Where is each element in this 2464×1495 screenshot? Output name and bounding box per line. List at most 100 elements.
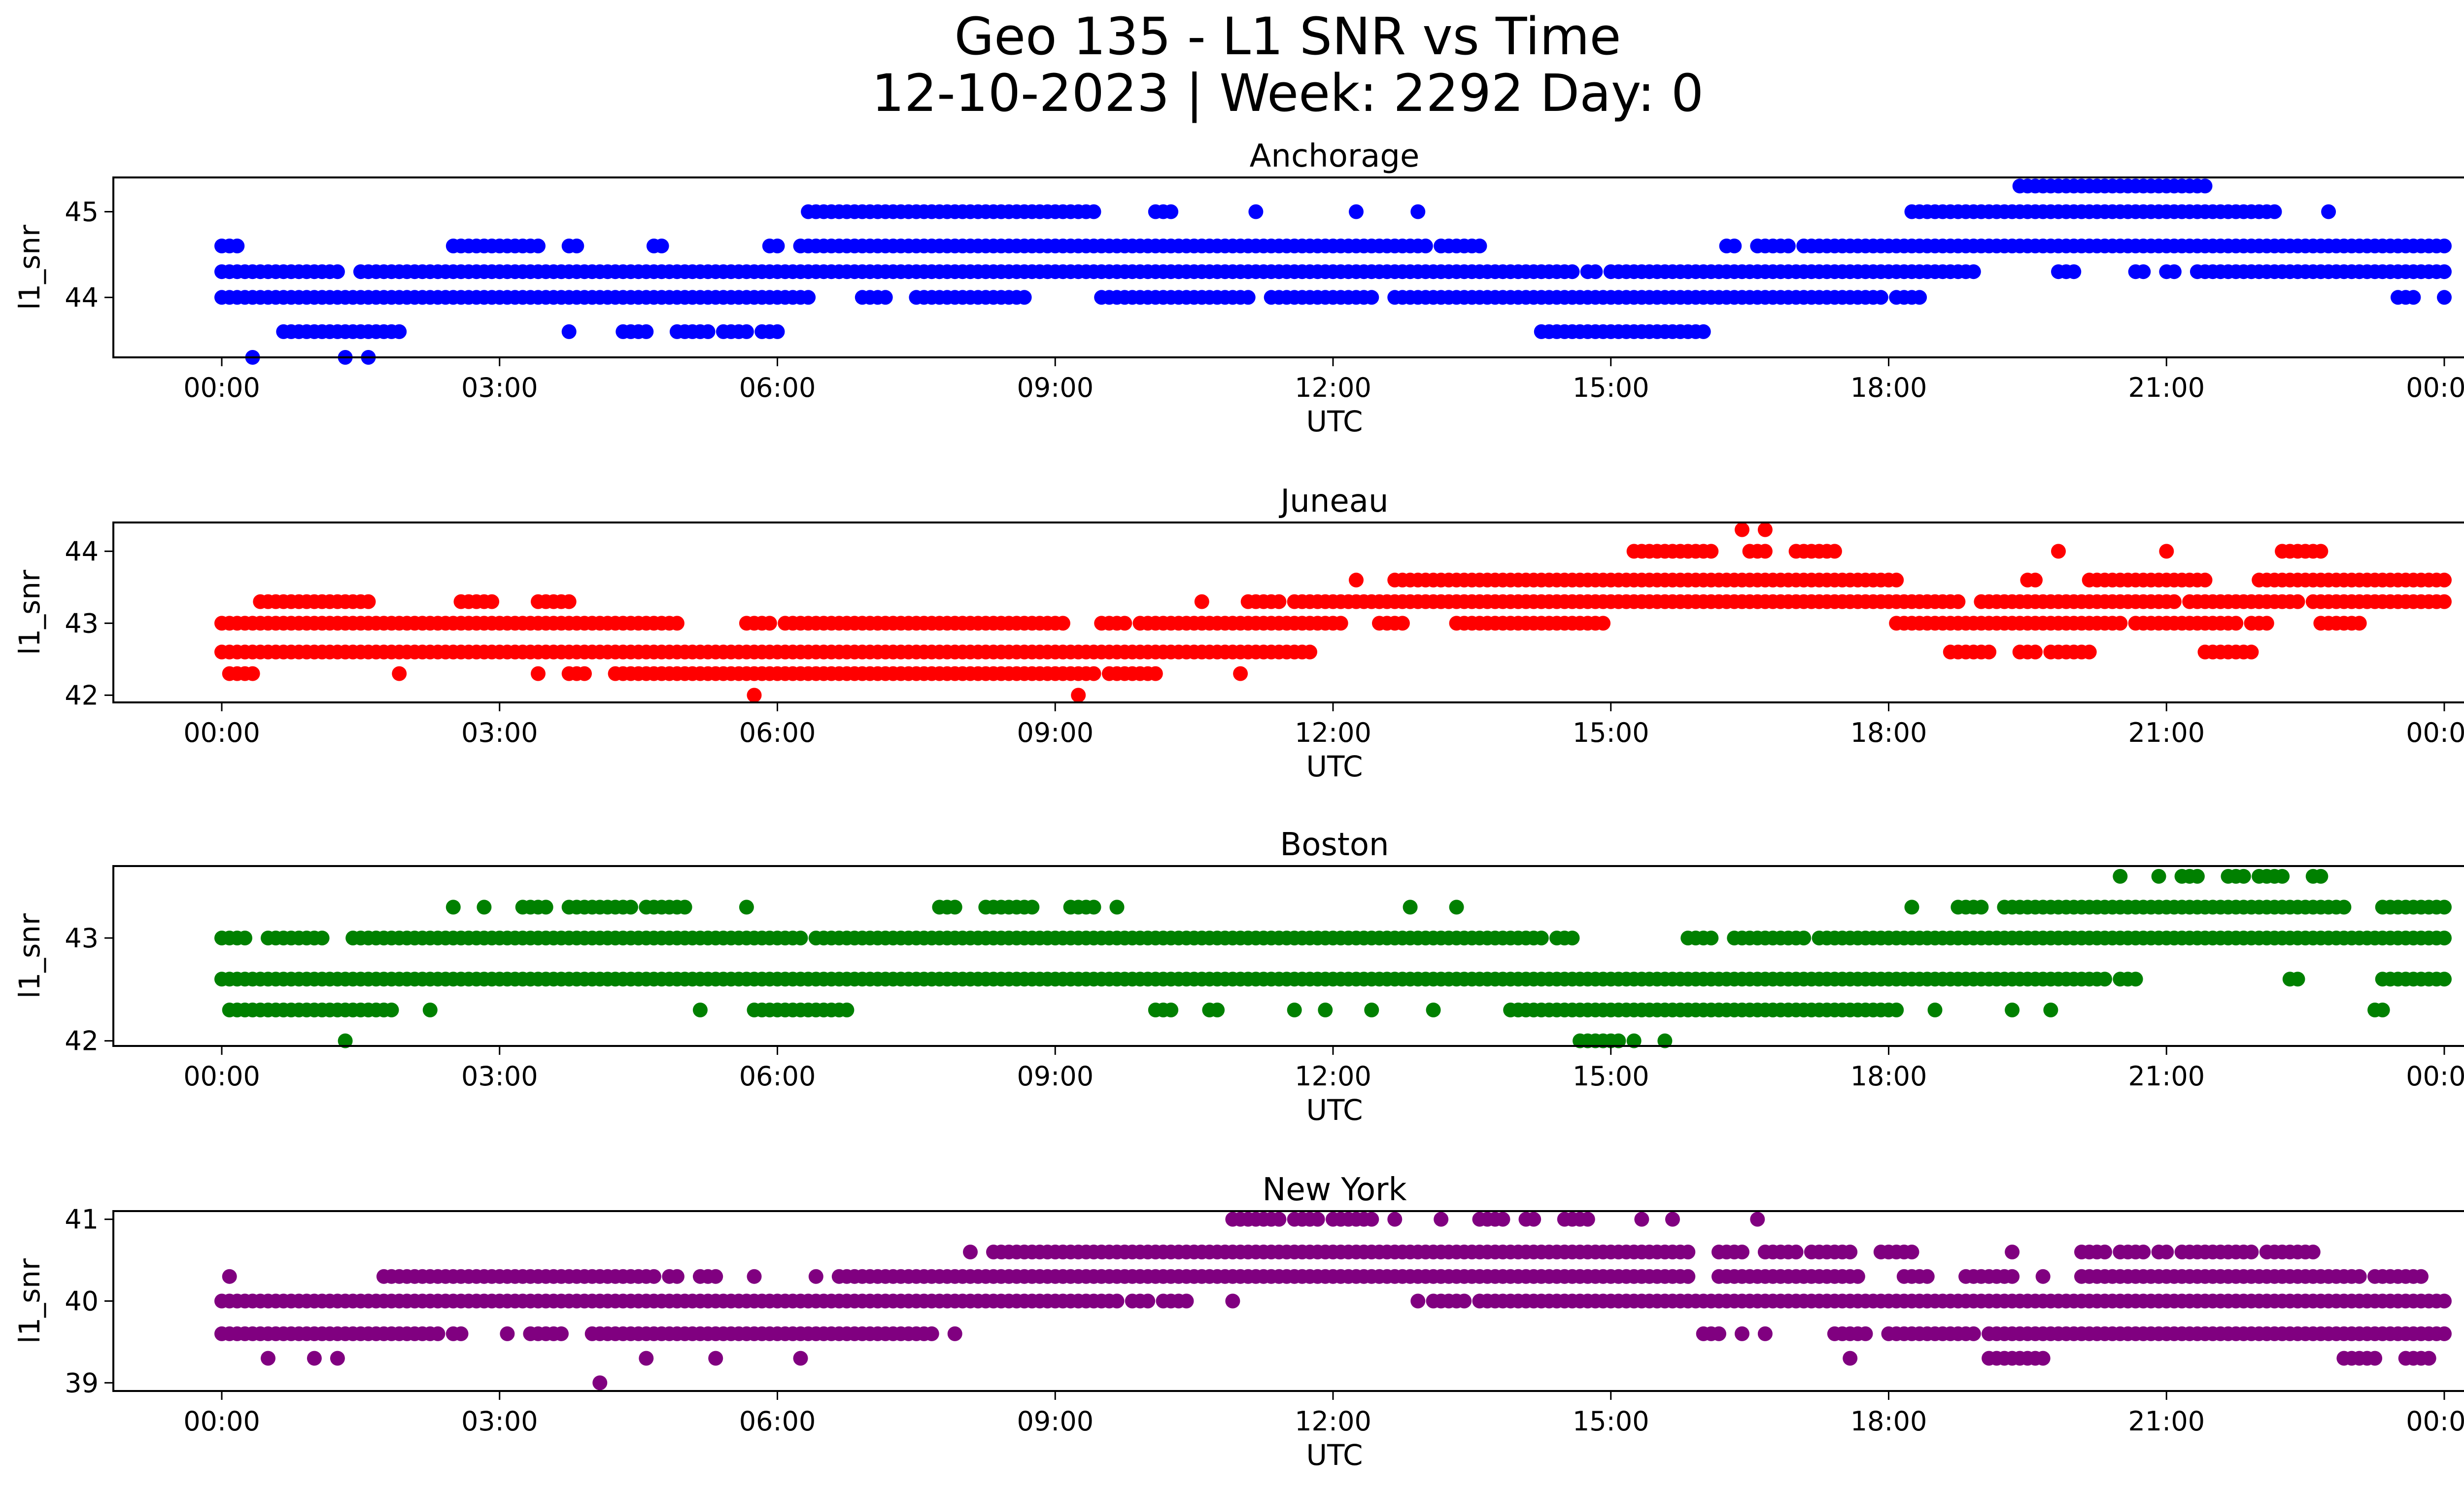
anchorage-point [1588, 264, 1603, 279]
juneau-point [577, 666, 592, 681]
juneau-point [1302, 644, 1317, 660]
juneau-xtick-label: 03:00 [461, 717, 538, 748]
juneau-point [1086, 666, 1101, 681]
new-york-ytick-label: 41 [65, 1204, 99, 1235]
juneau-point [1117, 616, 1132, 631]
anchorage-point [2437, 239, 2452, 253]
boston-point [1974, 900, 1989, 915]
boston-ytick-label: 43 [65, 923, 99, 954]
new-york-xtick-label: 09:00 [1017, 1406, 1094, 1437]
boston-point [2375, 1003, 2390, 1017]
boston-point [1449, 900, 1464, 915]
new-york-point [1843, 1351, 1858, 1366]
new-york-point [2035, 1269, 2051, 1284]
boston-point [314, 931, 330, 945]
juneau-point [1757, 544, 1773, 559]
juneau-point [2028, 644, 2043, 660]
boston-xtick-label: 09:00 [1017, 1061, 1094, 1092]
juneau-ylabel: l1_snr [13, 570, 46, 655]
anchorage-ylabel: l1_snr [13, 225, 46, 310]
juneau-point [561, 594, 577, 609]
juneau-point [2352, 616, 2367, 631]
boston-point [1287, 1003, 1302, 1017]
new-york-point [1109, 1293, 1125, 1309]
new-york-point [1271, 1212, 1287, 1227]
new-york-point [1680, 1269, 1696, 1284]
anchorage-point [1912, 290, 1927, 305]
new-york-point [1735, 1245, 1749, 1259]
anchorage-point [1472, 239, 1487, 253]
boston-point [692, 1003, 708, 1017]
juneau-title: Juneau [1278, 483, 1388, 520]
anchorage-point [2437, 264, 2452, 279]
new-york-point [2367, 1351, 2383, 1366]
new-york-point [261, 1351, 275, 1366]
juneau-xtick-label: 21:00 [2128, 717, 2205, 748]
anchorage-title: Anchorage [1250, 138, 1420, 174]
juneau-point [1233, 666, 1248, 681]
boston-point [2151, 869, 2166, 884]
new-york-point [1904, 1245, 1919, 1259]
new-york-point [2005, 1269, 2020, 1284]
anchorage-xtick-label: 12:00 [1295, 372, 1371, 403]
new-york-point [2097, 1245, 2112, 1259]
boston-point [2005, 1003, 2020, 1017]
boston-point [1164, 1003, 1179, 1017]
anchorage-point [392, 324, 407, 339]
new-york-point [2437, 1326, 2452, 1341]
juneau-points [214, 522, 2452, 703]
juneau-point [2166, 594, 2182, 609]
anchorage-point [2406, 290, 2421, 305]
juneau-point [2028, 572, 2043, 588]
new-york-point [1310, 1212, 1325, 1227]
new-york-point [1434, 1212, 1449, 1227]
juneau-point [1271, 594, 1287, 609]
new-york-point [1495, 1212, 1510, 1227]
boston-point [1403, 900, 1418, 915]
boston-point [2290, 972, 2305, 987]
juneau-ytick-label: 44 [65, 536, 99, 567]
boston-point [2437, 900, 2452, 915]
boston-point [1086, 900, 1101, 915]
juneau-point [531, 666, 546, 681]
boston-xtick-label: 03:00 [461, 1061, 538, 1092]
juneau-ytick-label: 42 [65, 680, 99, 711]
anchorage-point [801, 290, 816, 305]
new-york-point [222, 1269, 237, 1284]
boston-point [1657, 1033, 1673, 1048]
anchorage-point [1240, 290, 1256, 305]
juneau-point [361, 594, 376, 609]
boston-point [2236, 869, 2251, 884]
anchorage-panel: Anchorage 00:00 03:00 06:00 09:00 12:00 15:00 1… [13, 138, 2464, 438]
boston-point [238, 931, 252, 945]
anchorage-point [2136, 264, 2151, 279]
boston-point [1426, 1003, 1441, 1017]
juneau-point [2197, 572, 2213, 588]
boston-point [1626, 1033, 1642, 1048]
new-york-point [947, 1326, 962, 1341]
new-york-point [2437, 1293, 2452, 1309]
juneau-point [1148, 666, 1163, 681]
juneau-axes-frame [112, 522, 2464, 703]
new-york-point [924, 1326, 939, 1341]
anchorage-ytick-label: 44 [65, 282, 99, 313]
boston-point [1210, 1003, 1225, 1017]
boston-xtick-label: 00:00 [183, 1061, 260, 1092]
new-york-point [1580, 1212, 1595, 1227]
boston-xtick-label: 12:00 [1295, 1061, 1371, 1092]
juneau-point [2259, 616, 2274, 631]
new-york-point [1634, 1212, 1649, 1227]
anchorage-axes-frame [112, 176, 2464, 358]
boston-point [1796, 931, 1812, 945]
juneau-point [669, 616, 684, 631]
anchorage-point [1727, 239, 1742, 253]
juneau-panel: Juneau 00:00 03:00 06:00 09:00 12:00 15:00 18:0… [13, 483, 2464, 783]
new-york-point [1225, 1293, 1240, 1309]
anchorage-point [230, 239, 245, 253]
juneau-point [2082, 644, 2097, 660]
new-york-point [639, 1351, 654, 1366]
new-york-xlabel: UTC [1306, 1438, 1363, 1472]
new-york-point [1179, 1293, 1194, 1309]
new-york-point [2005, 1245, 2020, 1259]
new-york-point [1843, 1245, 1858, 1259]
